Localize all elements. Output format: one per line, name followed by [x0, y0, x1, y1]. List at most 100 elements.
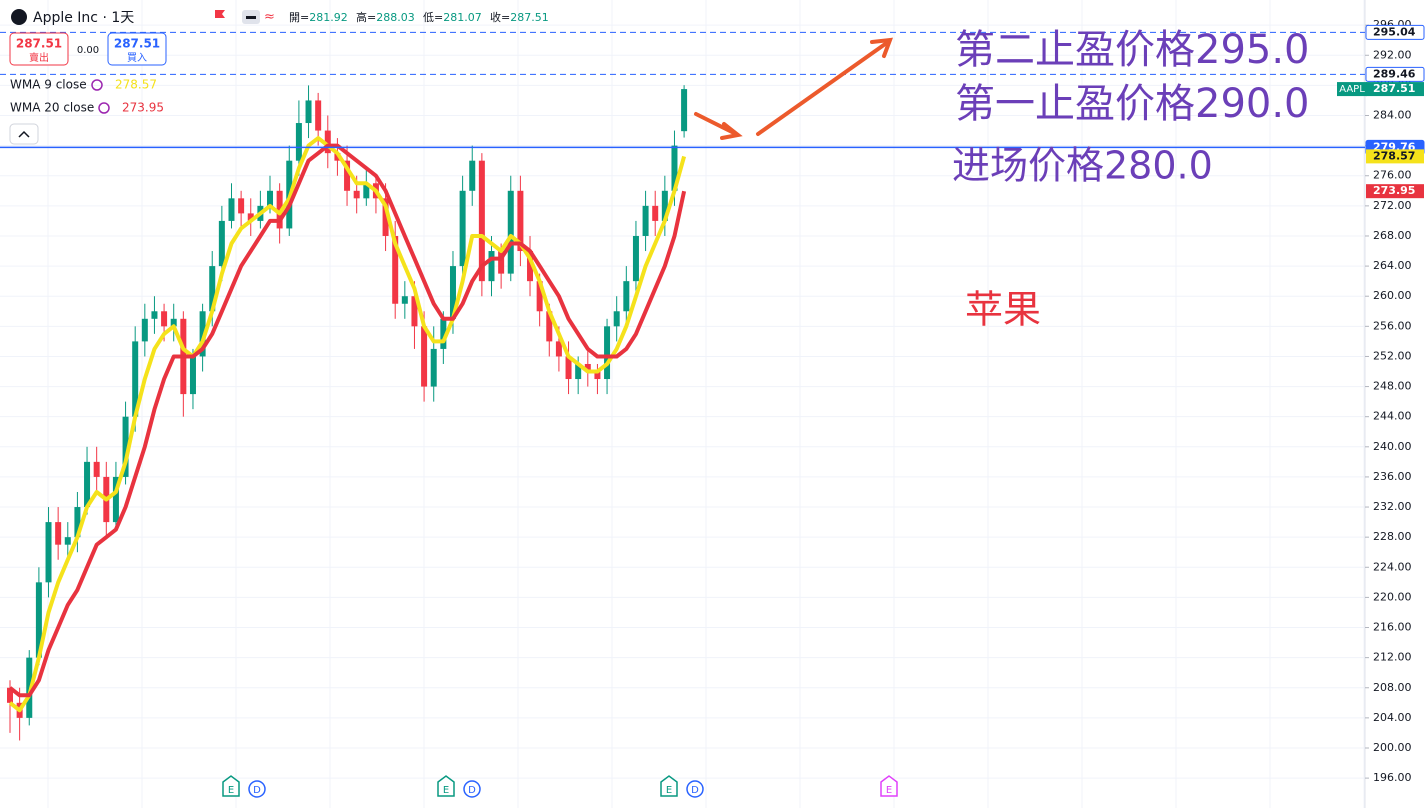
- ohlc-label: 低=: [423, 11, 443, 24]
- buy-label: 買入: [127, 52, 147, 64]
- candle-body: [228, 198, 235, 221]
- event-icon[interactable]: [248, 780, 266, 798]
- candle-body: [93, 461, 100, 477]
- candle-body: [74, 507, 81, 538]
- y-tick-label: 208.00: [1373, 681, 1412, 694]
- ohlc-value: 287.51: [510, 11, 549, 24]
- candle-body: [421, 326, 428, 387]
- y-tick-label: 212.00: [1373, 651, 1412, 664]
- y-tick-label: 252.00: [1373, 349, 1412, 362]
- y-tick-label: 268.00: [1373, 229, 1412, 242]
- wma-line: [8, 136, 687, 713]
- candle-body: [7, 687, 13, 703]
- legend-icon: [91, 79, 103, 91]
- compare-icon[interactable]: ≈: [264, 10, 275, 25]
- candle-body: [440, 318, 447, 349]
- event-icon[interactable]: [437, 775, 455, 797]
- candle-body: [170, 318, 177, 327]
- event-icon[interactable]: [686, 780, 704, 798]
- event-label: E: [886, 785, 892, 796]
- candle-body: [555, 341, 562, 357]
- ohlc-item: 開=281.92: [289, 11, 348, 24]
- sell-label: 賣出: [29, 51, 49, 64]
- ohlc-item: 高=288.03: [356, 10, 415, 24]
- event-icon[interactable]: [660, 775, 678, 797]
- candle-body: [449, 266, 456, 319]
- candle-body: [478, 160, 485, 282]
- candle-body: [652, 205, 659, 221]
- event-icon[interactable]: [880, 775, 898, 797]
- ohlc-label: 收=: [490, 10, 510, 24]
- y-tick-label: 216.00: [1373, 621, 1412, 634]
- flag-icon[interactable]: [215, 10, 225, 18]
- candle-body: [238, 198, 245, 214]
- candle-body: [604, 326, 611, 380]
- symbol-badge: [1337, 82, 1367, 97]
- ohlc-label: 開=: [289, 11, 309, 24]
- arrow-head: [870, 37, 894, 58]
- y-tick-label: 276.00: [1373, 169, 1412, 182]
- candle-body: [498, 251, 505, 274]
- annotation: 第二止盈价格295.0: [955, 27, 1310, 73]
- candle-body: [488, 251, 495, 282]
- y-tick-label: 244.00: [1373, 410, 1412, 423]
- arrow-head: [720, 122, 743, 140]
- y-tick-label: 196.00: [1373, 771, 1412, 784]
- candle-body: [132, 341, 139, 417]
- buy-button[interactable]: [107, 32, 167, 66]
- candle-body: [45, 522, 52, 583]
- y-tick-label: 204.00: [1373, 711, 1412, 724]
- y-tick-label: 236.00: [1373, 470, 1412, 483]
- candle-body: [584, 363, 591, 372]
- event-label: D: [468, 785, 476, 796]
- y-tick-label: 240.00: [1373, 440, 1412, 453]
- wma-badge-label: 273.95: [1373, 184, 1415, 197]
- candle-body: [661, 190, 668, 221]
- candle-body: [295, 123, 302, 161]
- price-line-label: 295.04: [1373, 25, 1416, 38]
- sell-price: 287.51: [16, 37, 62, 51]
- collapse-button[interactable]: [9, 123, 39, 145]
- grid: [0, 0, 1365, 808]
- legend-name: WMA 9 close: [10, 78, 87, 92]
- candle-body: [642, 205, 649, 236]
- event-label: E: [666, 785, 672, 796]
- candle-body: [141, 318, 148, 342]
- candle-body: [122, 416, 129, 477]
- candle-body: [401, 296, 408, 304]
- event-label: D: [253, 785, 261, 796]
- candle-body: [84, 461, 91, 508]
- candle-body: [276, 190, 283, 229]
- buy-price: 287.51: [114, 37, 160, 51]
- y-tick-label: 264.00: [1373, 259, 1412, 272]
- candle-body: [353, 190, 360, 199]
- candle-body: [459, 190, 466, 267]
- candle-body: [469, 160, 476, 191]
- event-icon[interactable]: [463, 780, 481, 798]
- hide-icon: [246, 16, 256, 19]
- wma-badge: [1366, 149, 1424, 164]
- y-tick-label: 284.00: [1373, 109, 1412, 122]
- y-tick-label: 228.00: [1373, 530, 1412, 543]
- plot: [0, 31, 1365, 741]
- candle-body: [565, 356, 572, 380]
- symbol: Apple Inc · 1天: [33, 10, 134, 26]
- candle-body: [267, 190, 274, 206]
- sell-button[interactable]: [9, 32, 69, 66]
- y-tick-label: 224.00: [1373, 560, 1412, 573]
- candle-body: [430, 348, 437, 387]
- candle-body: [594, 371, 601, 380]
- event-icon[interactable]: [222, 775, 240, 797]
- ohlc-value: 281.07: [443, 11, 482, 24]
- legend: WMA 9 close 278.57 WMA 20 close 273.95: [10, 78, 164, 115]
- candle-body: [64, 537, 71, 545]
- candle-body: [411, 296, 418, 327]
- y-tick-label: 248.00: [1373, 380, 1412, 393]
- candle-body: [527, 251, 534, 282]
- annotation: 进场价格280.0: [952, 144, 1213, 188]
- candle-body: [671, 145, 678, 191]
- arrow: [756, 40, 890, 136]
- y-tick-label: 272.00: [1373, 199, 1412, 212]
- candle-body: [189, 356, 196, 395]
